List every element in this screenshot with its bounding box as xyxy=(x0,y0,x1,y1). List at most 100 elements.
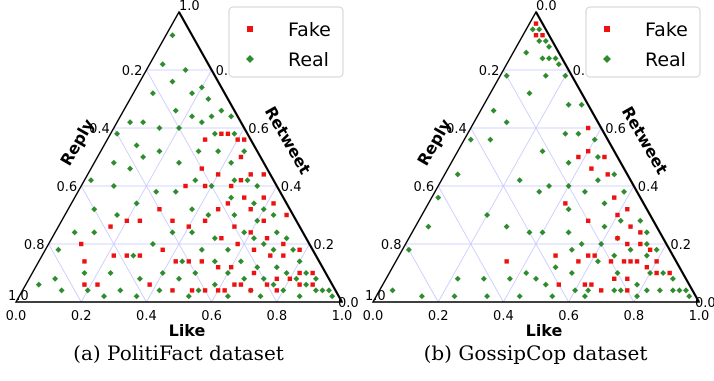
real-point xyxy=(273,264,280,271)
fake-point xyxy=(111,253,116,258)
fake-point xyxy=(667,270,672,276)
grid-line xyxy=(48,243,82,303)
axis-label-like: Like xyxy=(526,321,563,340)
fake-point xyxy=(228,183,234,189)
axis-label-reply: Reply xyxy=(413,115,455,169)
fake-point xyxy=(79,241,84,247)
fake-point xyxy=(608,259,614,264)
tick-label-retweet: 0.6 xyxy=(605,122,626,137)
real-point xyxy=(516,293,523,300)
fake-point xyxy=(157,207,162,212)
fake-point xyxy=(533,33,539,38)
real-point xyxy=(454,171,461,178)
real-point xyxy=(643,287,650,294)
tick-label-retweet: 0.6 xyxy=(248,122,269,137)
legend-label-fake: Fake xyxy=(645,19,688,41)
real-point xyxy=(241,148,248,155)
real-point xyxy=(546,55,553,62)
legend-marker-fake xyxy=(604,26,610,32)
fake-point xyxy=(251,247,257,252)
real-point xyxy=(110,183,117,189)
real-point xyxy=(250,235,257,242)
grid-line xyxy=(437,185,504,303)
ternary-plot-politifact: 0.0 0.20.20.20.40.40.40.60.60.60.80.80.81… xyxy=(6,0,359,340)
tick-label-like: 0.2 xyxy=(428,309,449,324)
real-point xyxy=(218,107,225,114)
fake-point xyxy=(202,183,208,189)
data-points xyxy=(389,21,693,300)
real-point xyxy=(451,293,458,300)
fake-point xyxy=(284,212,289,218)
fake-point xyxy=(628,259,633,264)
real-point xyxy=(312,287,319,294)
fake-point xyxy=(215,207,221,212)
real-point xyxy=(87,177,94,184)
real-point xyxy=(231,177,238,184)
real-point xyxy=(208,183,215,189)
real-point xyxy=(192,270,199,276)
real-point xyxy=(529,26,536,33)
fake-point xyxy=(232,224,237,229)
tick-label-like: 0.0 xyxy=(6,309,27,324)
real-point xyxy=(257,293,264,300)
fake-point xyxy=(599,288,604,293)
real-point xyxy=(546,183,553,189)
real-point xyxy=(653,246,660,253)
real-point xyxy=(611,252,618,259)
real-point xyxy=(643,229,650,236)
real-point xyxy=(254,264,261,271)
tick-labels: 0.0 0.20.20.20.40.40.40.60.60.60.80.80.81… xyxy=(363,0,714,324)
real-point xyxy=(169,32,176,39)
real-point xyxy=(435,194,442,201)
real-point xyxy=(594,177,601,184)
tick-label-like: 0.2 xyxy=(71,309,92,324)
grid-lines xyxy=(405,69,667,303)
real-point xyxy=(676,287,683,294)
real-point xyxy=(686,293,693,300)
fake-point xyxy=(248,230,253,235)
fake-point xyxy=(215,288,221,293)
real-point xyxy=(149,241,156,247)
fake-point xyxy=(297,247,302,252)
real-point xyxy=(656,287,663,294)
fake-point xyxy=(268,253,273,258)
real-point xyxy=(503,119,510,126)
real-point xyxy=(127,165,134,172)
real-point xyxy=(418,293,425,300)
fake-point xyxy=(108,224,113,229)
real-point xyxy=(58,287,65,294)
legend-label-fake: Fake xyxy=(288,19,331,41)
legend-box xyxy=(585,6,701,78)
grid-line xyxy=(470,127,569,303)
fake-point xyxy=(160,247,165,252)
real-point xyxy=(172,188,179,195)
tick-label-reply: 0.2 xyxy=(479,64,500,79)
real-point xyxy=(136,275,143,282)
real-point xyxy=(539,55,546,62)
legend-label-real: Real xyxy=(645,49,686,71)
tick-label-reply: 0.8 xyxy=(24,238,45,253)
fake-point xyxy=(605,172,610,177)
real-point xyxy=(303,270,310,276)
real-point xyxy=(185,293,192,300)
real-point xyxy=(454,275,461,282)
real-point xyxy=(91,229,98,236)
real-point xyxy=(270,281,277,288)
fake-point xyxy=(556,282,562,287)
tick-label-like: 0.0 xyxy=(363,309,384,324)
grid-line xyxy=(211,185,278,303)
grid-lines xyxy=(48,69,310,303)
ternary-panel-gossipcop: 0.0 0.2 0.2 0.2 0.4 0.4 0.4 0.6 0.6 0.6 0.8 0.8 0.8 1… xyxy=(357,0,714,381)
real-point xyxy=(617,217,624,224)
real-point xyxy=(182,67,189,73)
real-point xyxy=(127,119,134,126)
tick-label-retweet: 0.4 xyxy=(638,180,659,195)
tick-label-reply: 0.6 xyxy=(414,180,435,195)
tick-label-reply: 0.2 xyxy=(122,64,143,79)
real-point xyxy=(254,217,261,224)
real-point xyxy=(192,177,199,184)
real-point xyxy=(208,113,215,120)
real-point xyxy=(634,281,641,288)
real-point xyxy=(669,275,676,282)
real-point xyxy=(585,287,592,294)
